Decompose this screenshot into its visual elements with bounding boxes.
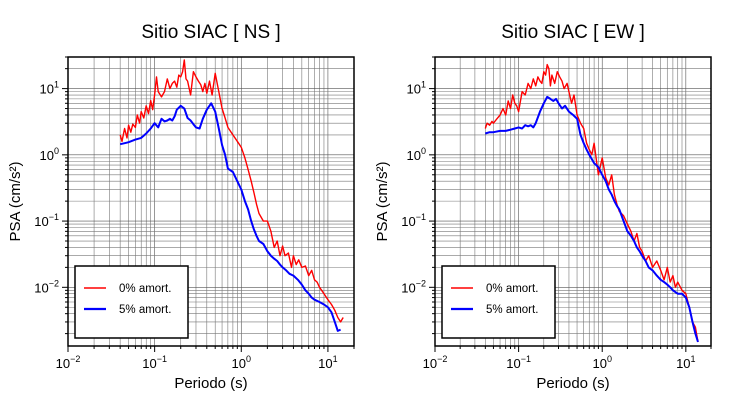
series-line-1 bbox=[119, 59, 344, 323]
y-tick-label: 101 bbox=[40, 80, 59, 97]
x-axis-label: Periodo (s) bbox=[174, 375, 247, 392]
legend-label-1: 0% amort. bbox=[486, 283, 538, 295]
x-tick-label: 10−1 bbox=[142, 354, 167, 371]
series-line-2 bbox=[119, 102, 342, 332]
chart-title: Sitio SIAC [ NS ] bbox=[141, 22, 280, 43]
x-tick-label: 10−2 bbox=[423, 354, 448, 371]
y-tick-label: 101 bbox=[407, 80, 426, 97]
x-tick-label: 101 bbox=[318, 354, 337, 371]
y-tick-label: 10−1 bbox=[401, 212, 426, 229]
legend-label-2: 5% amort. bbox=[119, 304, 171, 316]
x-axis-label: Periodo (s) bbox=[536, 375, 609, 392]
y-axis-label: PSA (cm/s²) bbox=[374, 161, 391, 241]
y-tick-label: 100 bbox=[40, 146, 59, 163]
legend-box bbox=[74, 265, 189, 339]
y-tick-label: 10−2 bbox=[34, 278, 59, 295]
chart-panel-2: 10−2 10−1 100 101 10−2 10−1 100 101 Sitio SIAC [… bbox=[374, 22, 712, 392]
x-tick-label: 100 bbox=[232, 354, 251, 371]
legend-box bbox=[441, 265, 556, 339]
legend-label-1: 0% amort. bbox=[119, 283, 171, 295]
y-tick-label: 10−1 bbox=[34, 212, 59, 229]
series-line-1 bbox=[484, 63, 699, 343]
chart-title: Sitio SIAC [ EW ] bbox=[501, 22, 645, 43]
y-tick-label: 100 bbox=[407, 146, 426, 163]
series-line-2 bbox=[485, 95, 699, 343]
x-tick-label: 10−1 bbox=[506, 354, 531, 371]
y-axis-label: PSA (cm/s²) bbox=[7, 161, 24, 241]
legend: 0% amort. 5% amort. bbox=[74, 265, 189, 339]
chart-panel-1: 10−2 10−1 100 101 10−2 10−1 100 101 Sitio SIAC [… bbox=[7, 22, 355, 392]
legend: 0% amort. 5% amort. bbox=[441, 265, 556, 339]
legend-label-2: 5% amort. bbox=[486, 304, 538, 316]
x-tick-label: 10−2 bbox=[56, 354, 81, 371]
x-tick-label: 101 bbox=[676, 354, 695, 371]
x-tick-label: 100 bbox=[592, 354, 611, 371]
y-tick-label: 10−2 bbox=[401, 278, 426, 295]
